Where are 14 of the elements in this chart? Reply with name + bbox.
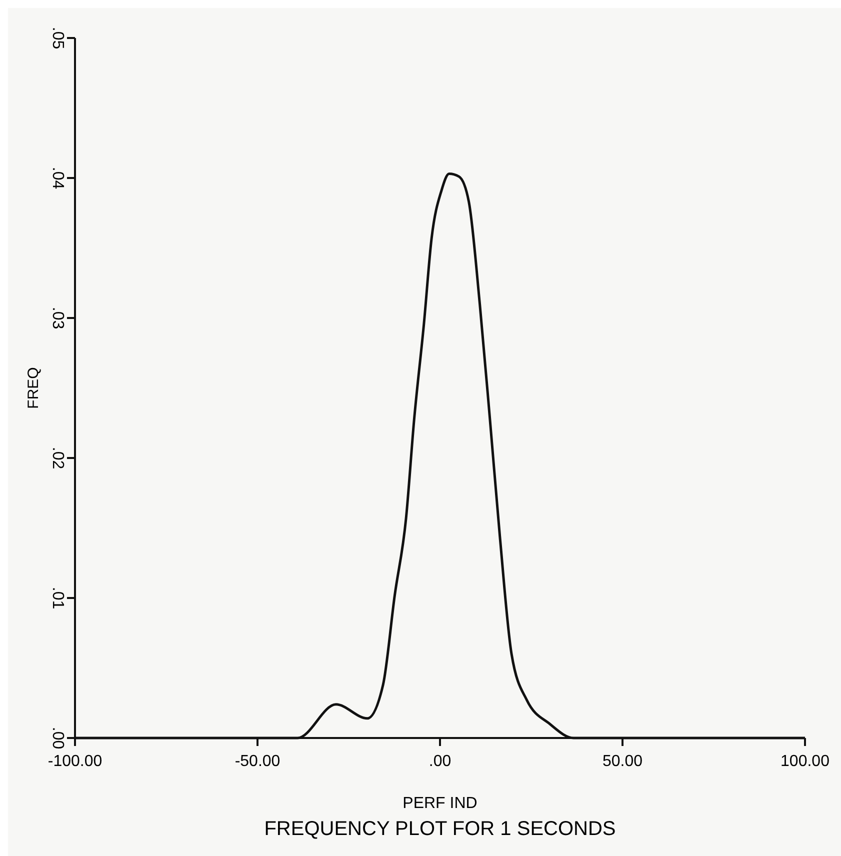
x-tick-label: 100.00 (780, 753, 830, 770)
text: FREQUENCY PLOT FOR 1 SECONDS (264, 818, 616, 840)
x-axis-title: PERF IND (402, 795, 478, 812)
y-tick-label: .02 (49, 446, 66, 470)
x-tick-label: -100.00 (48, 753, 102, 770)
y-tick-label: .00 (49, 726, 66, 750)
x-tick-label: 50.00 (602, 753, 643, 770)
y-tick-label: .01 (49, 586, 66, 610)
x-tick-label: -50.00 (234, 753, 280, 770)
x-tick-label: .00 (428, 753, 452, 770)
y-tick-label: .03 (49, 306, 66, 330)
y-tick-label: .04 (49, 166, 66, 190)
y-tick-label: .05 (49, 26, 66, 50)
y-axis-title: FREQ (25, 367, 42, 409)
